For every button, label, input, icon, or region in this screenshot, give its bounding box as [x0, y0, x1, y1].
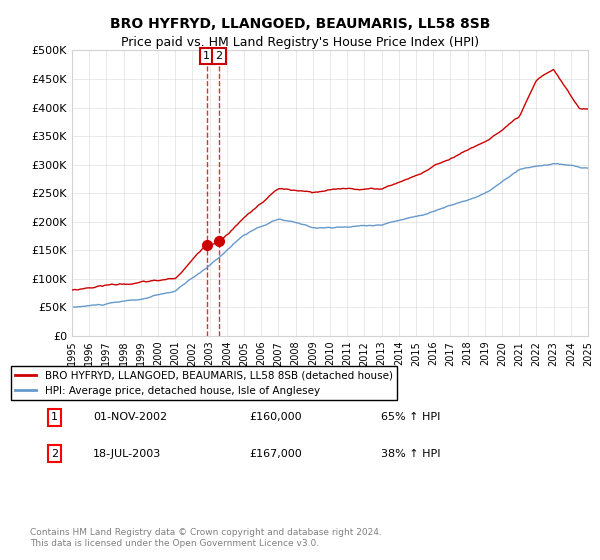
Legend: BRO HYFRYD, LLANGOED, BEAUMARIS, LL58 8SB (detached house), HPI: Average price, : BRO HYFRYD, LLANGOED, BEAUMARIS, LL58 8S…	[11, 366, 397, 400]
Text: 1: 1	[51, 412, 58, 422]
Text: 2: 2	[51, 449, 58, 459]
Text: 01-NOV-2002: 01-NOV-2002	[93, 412, 167, 422]
Text: £160,000: £160,000	[249, 412, 302, 422]
Text: Contains HM Land Registry data © Crown copyright and database right 2024.
This d: Contains HM Land Registry data © Crown c…	[30, 528, 382, 548]
Text: 18-JUL-2003: 18-JUL-2003	[93, 449, 161, 459]
Text: 38% ↑ HPI: 38% ↑ HPI	[381, 449, 440, 459]
Text: Price paid vs. HM Land Registry's House Price Index (HPI): Price paid vs. HM Land Registry's House …	[121, 36, 479, 49]
Text: £167,000: £167,000	[249, 449, 302, 459]
Text: 2: 2	[215, 51, 223, 61]
Text: 65% ↑ HPI: 65% ↑ HPI	[381, 412, 440, 422]
Text: 1: 1	[203, 51, 210, 61]
Text: BRO HYFRYD, LLANGOED, BEAUMARIS, LL58 8SB: BRO HYFRYD, LLANGOED, BEAUMARIS, LL58 8S…	[110, 17, 490, 31]
